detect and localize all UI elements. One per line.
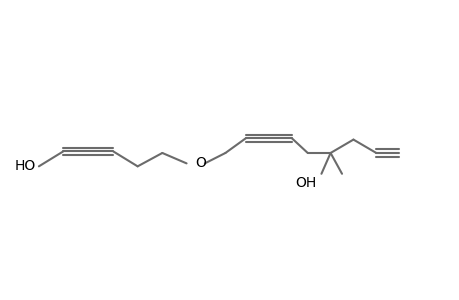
Text: OH: OH [294,176,315,190]
Text: O: O [195,156,205,170]
Text: HO: HO [14,159,36,173]
